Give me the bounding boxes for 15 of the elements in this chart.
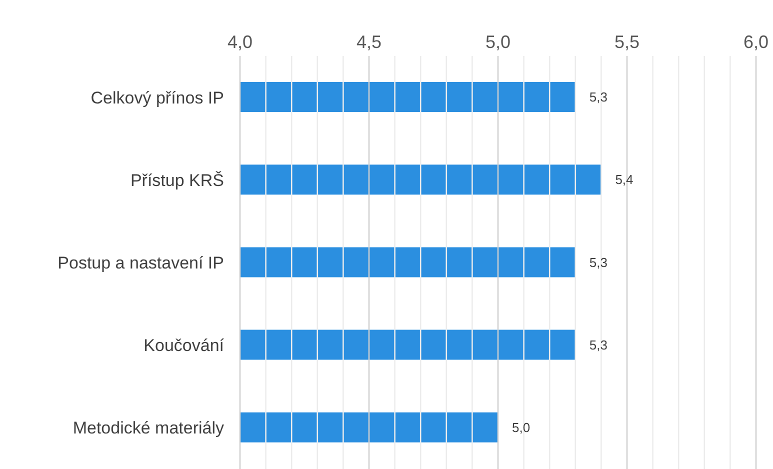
data-label: 5,0 [512, 420, 530, 436]
y-tick-label: Přístup KRŠ [130, 170, 224, 190]
data-label: 5,3 [589, 254, 608, 270]
data-label: 5,3 [589, 337, 608, 352]
data-label: 5,3 [589, 90, 608, 105]
x-tick-label: 5,0 [485, 32, 511, 52]
x-tick-label: 4,5 [356, 32, 382, 52]
y-tick-label: Koučování [144, 336, 224, 356]
x-tick-label: 6,0 [743, 32, 769, 52]
y-tick-label: Celkový přínos IP [90, 88, 224, 108]
y-tick-label: Postup a nastavení IP [58, 254, 224, 273]
y-tick-label: Metodické materiály [72, 418, 224, 438]
data-label: 5,4 [615, 172, 634, 188]
x-tick-label: 5,5 [614, 32, 640, 52]
x-tick-label: 4,0 [227, 32, 253, 52]
